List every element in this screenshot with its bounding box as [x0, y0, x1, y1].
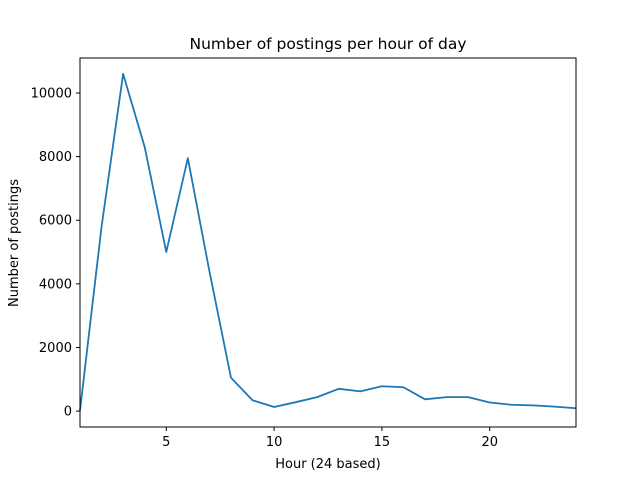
y-tick-label: 10000 [31, 86, 72, 101]
y-tick-label: 4000 [39, 277, 72, 292]
x-tick-label: 15 [374, 435, 391, 450]
x-tick-label: 10 [266, 435, 283, 450]
y-tick-label: 2000 [39, 341, 72, 356]
x-axis: 5 10 15 20 [162, 427, 498, 450]
y-tick-label: 6000 [39, 214, 72, 229]
y-axis: 0 2000 4000 6000 8000 10000 [31, 86, 80, 420]
plot-area [79, 73, 577, 411]
axes-frame [79, 57, 577, 428]
x-axis-label: Hour (24 based) [275, 457, 381, 472]
x-tick-label: 20 [481, 435, 498, 450]
series-line-0 [79, 73, 577, 411]
chart-title: Number of postings per hour of day [190, 35, 467, 53]
y-tick-label: 0 [64, 405, 72, 420]
y-axis-label: Number of postings [7, 179, 22, 307]
y-tick-label: 8000 [39, 150, 72, 165]
x-tick-label: 5 [162, 435, 170, 450]
